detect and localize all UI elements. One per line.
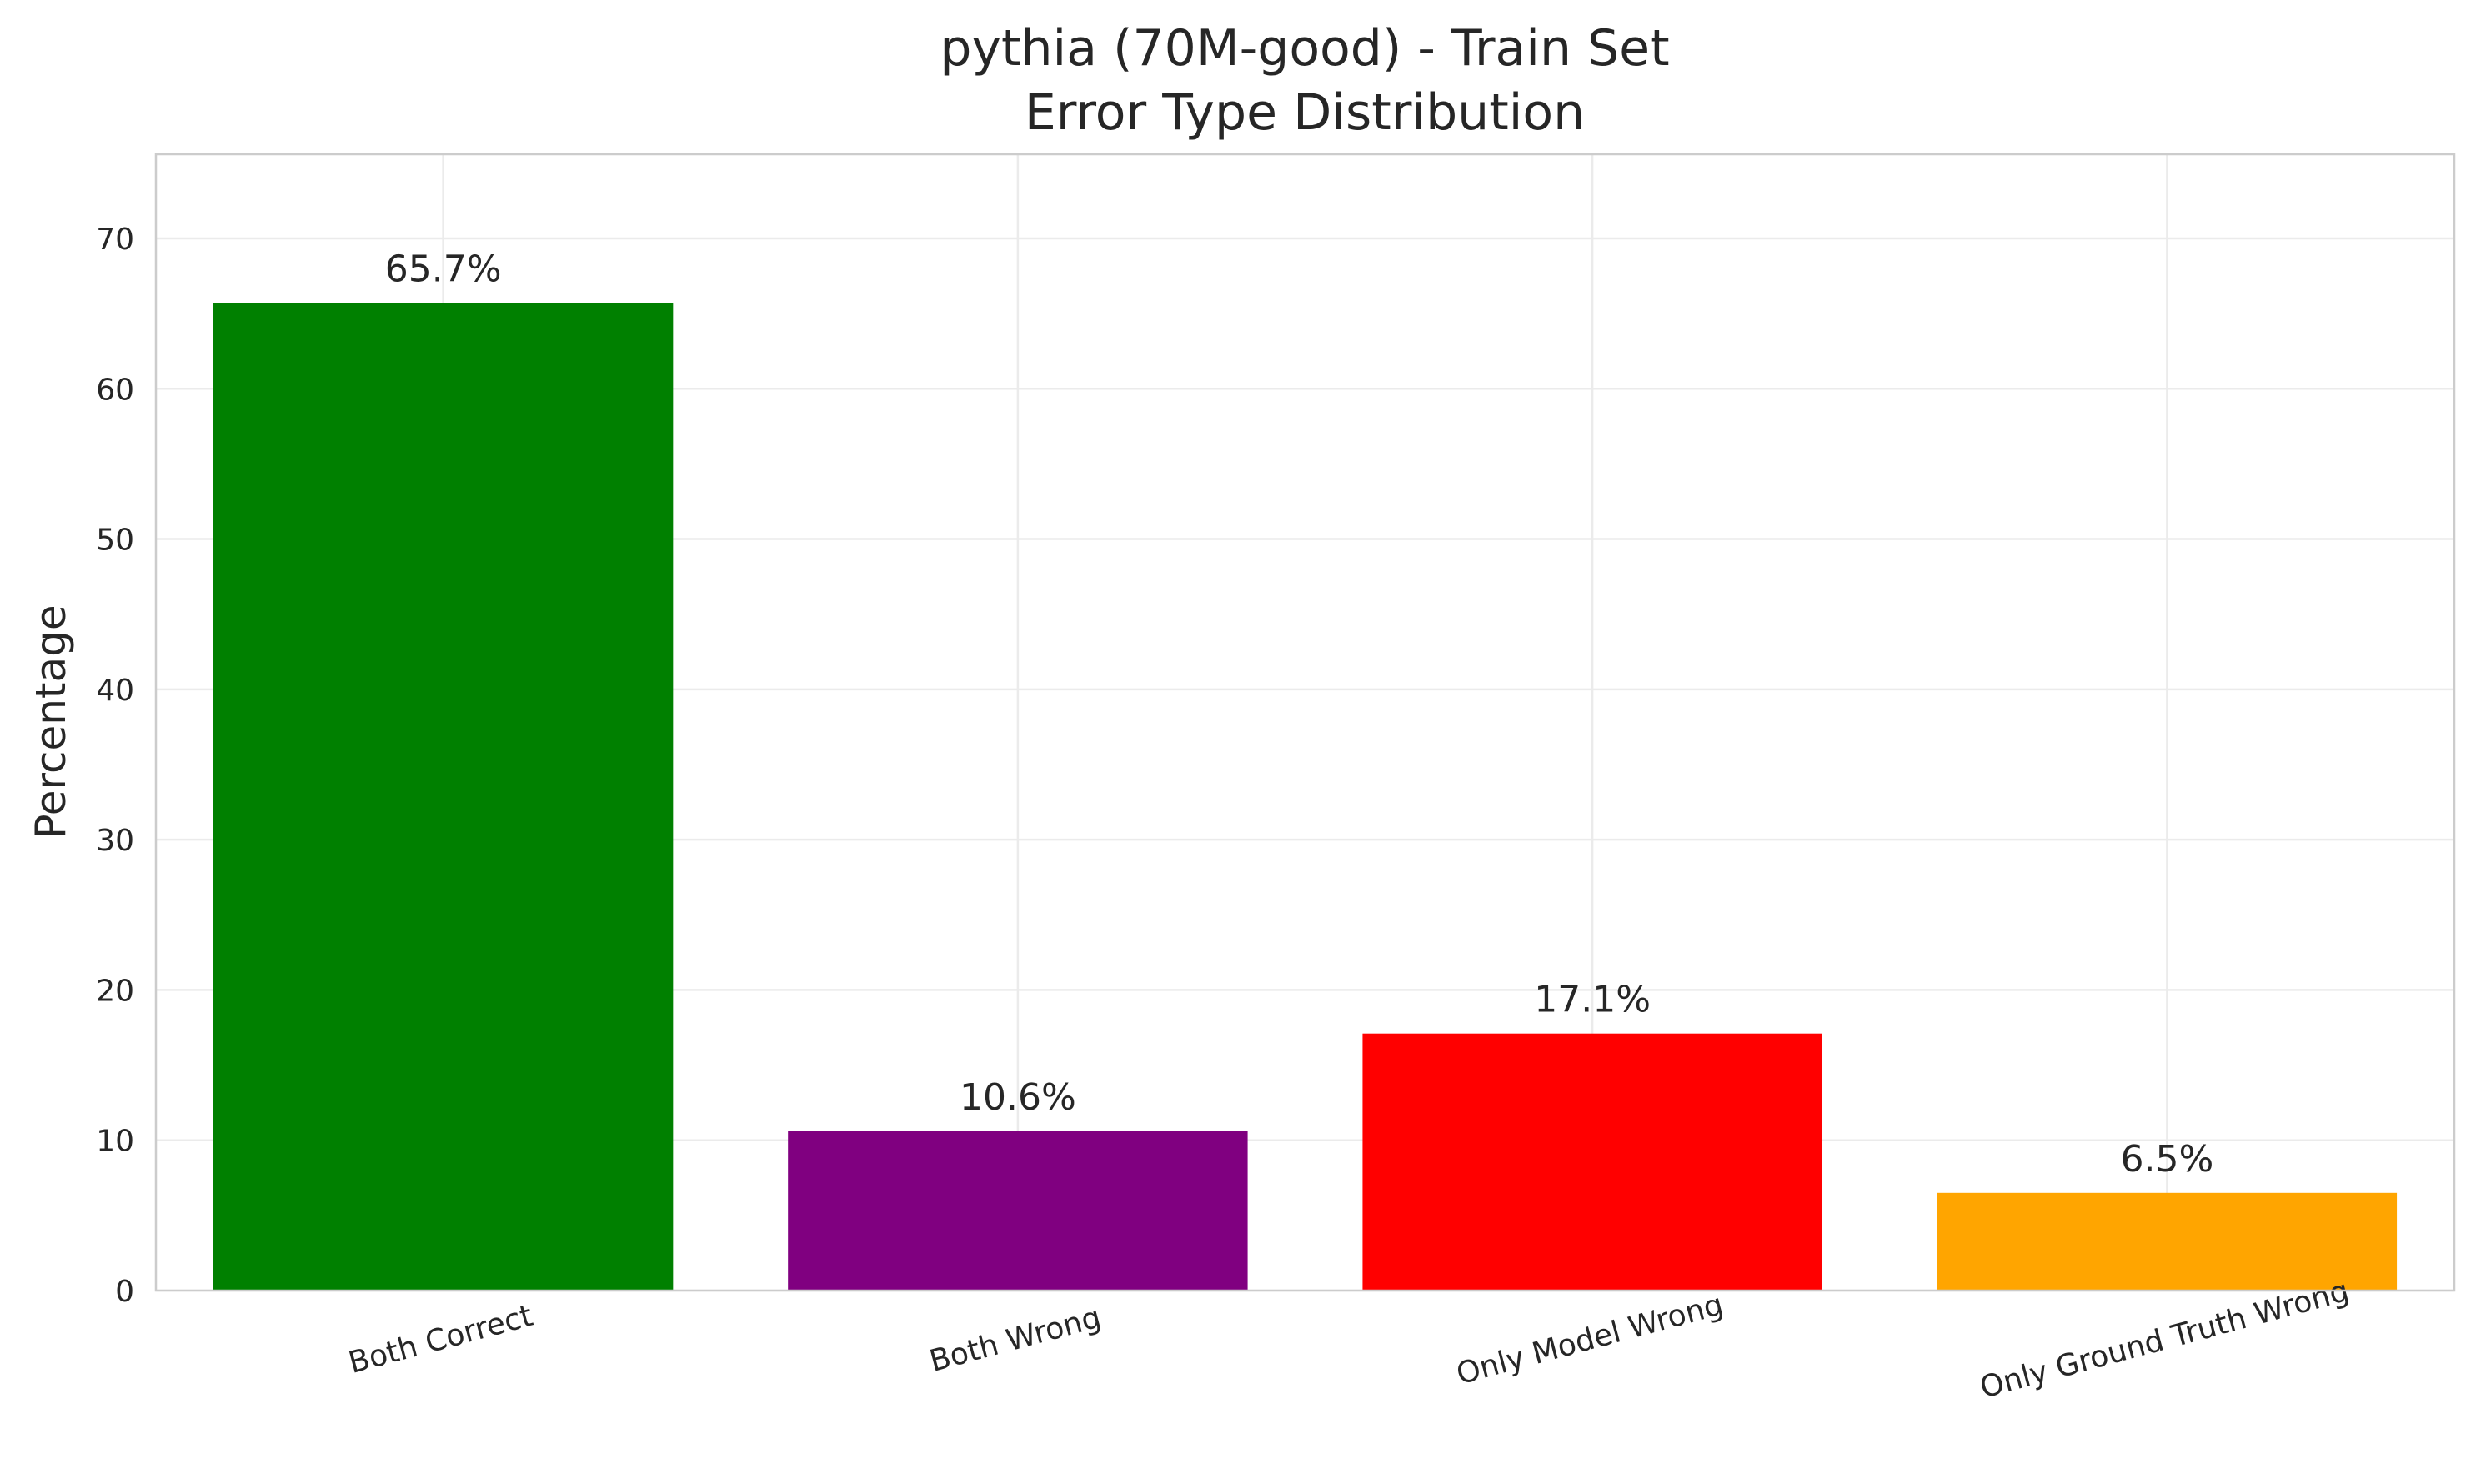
y-tick-label: 20 <box>96 974 134 1008</box>
x-tick-label: Both Correct <box>345 1299 536 1381</box>
chart-subtitle: Error Type Distribution <box>1025 83 1585 142</box>
plot-frame <box>154 153 2456 1292</box>
bar-both-correct <box>213 303 674 1291</box>
y-tick-label: 40 <box>96 674 134 708</box>
y-tick-label: 50 <box>96 524 134 558</box>
y-tick-label: 30 <box>96 824 134 858</box>
y-axis-ticks: 0 10 20 30 40 50 60 70 <box>96 223 134 1309</box>
chart-title: pythia (70M-good) - Train Set <box>940 19 1669 78</box>
bars <box>213 303 2398 1291</box>
bar-both-wrong <box>788 1131 1248 1291</box>
bar-value-label: 10.6% <box>960 1076 1076 1119</box>
x-tick-label: Both Wrong <box>926 1301 1105 1379</box>
y-tick-label: 0 <box>115 1275 134 1309</box>
bar-only-model-wrong <box>1362 1033 1822 1291</box>
x-tick-label: Only Model Wrong <box>1453 1287 1727 1391</box>
data-labels: 65.7% 10.6% 17.1% 6.5% <box>385 248 2214 1180</box>
x-tick-label: Only Ground Truth Wrong <box>1977 1274 2353 1406</box>
y-tick-label: 10 <box>96 1125 134 1159</box>
y-tick-label: 60 <box>96 373 134 407</box>
bar-value-label: 65.7% <box>385 248 502 290</box>
bar-only-ground-truth-wrong <box>1937 1192 2398 1291</box>
bar-value-label: 17.1% <box>1534 979 1651 1021</box>
bar-value-label: 6.5% <box>2120 1138 2213 1181</box>
y-tick-label: 70 <box>96 223 134 257</box>
x-axis-ticks: Both Correct Both Wrong Only Model Wrong On… <box>345 1274 2353 1406</box>
y-axis-label: Percentage <box>27 604 75 839</box>
